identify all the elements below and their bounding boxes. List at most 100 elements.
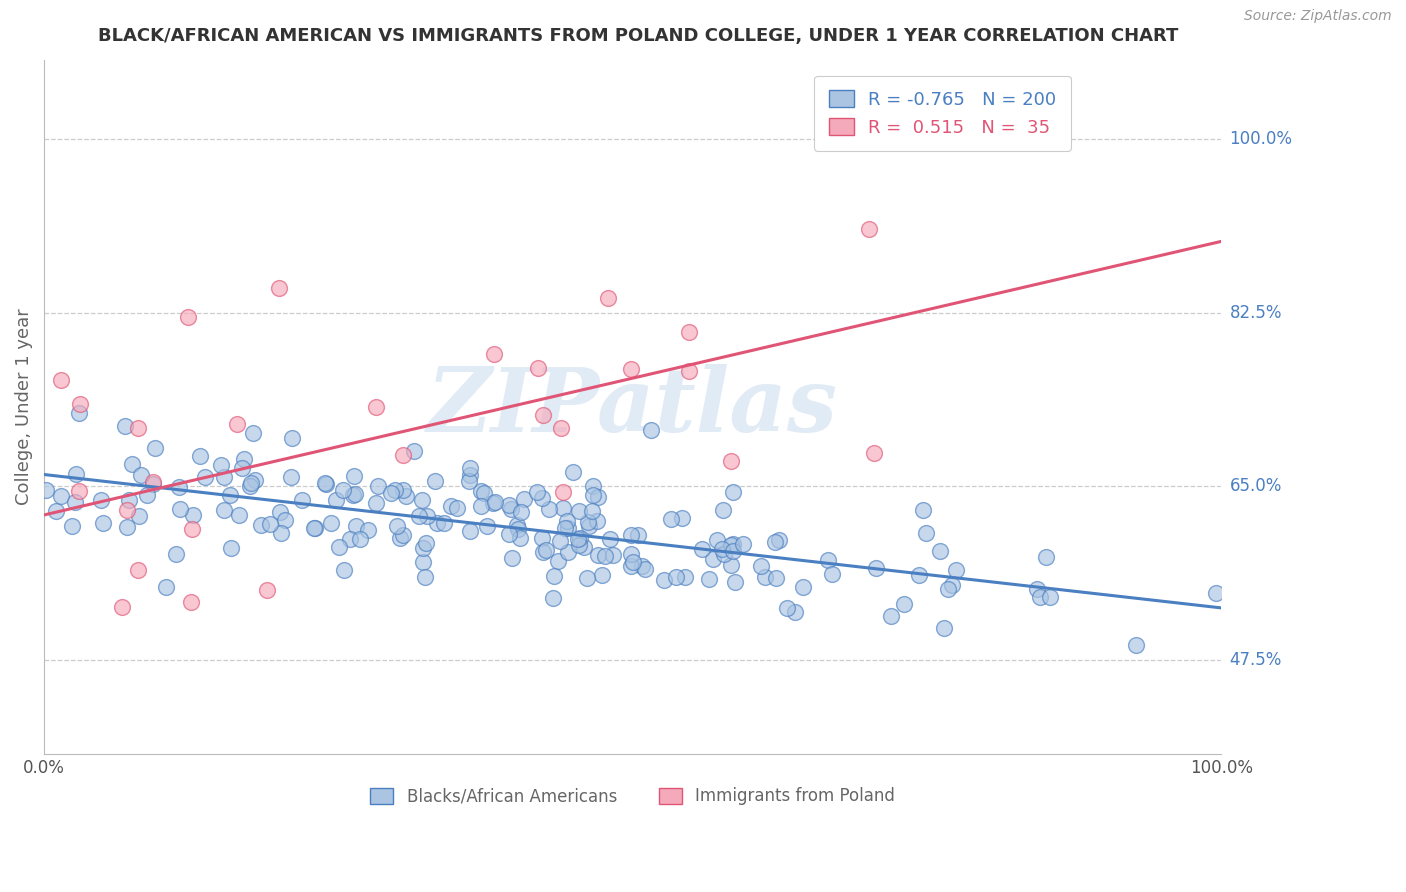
Point [561,465,583,479]
Point [763,535,786,549]
Text: BLACK/AFRICAN AMERICAN VS IMMIGRANTS FROM POLAND COLLEGE, UNDER 1 YEAR CORRELATI: BLACK/AFRICAN AMERICAN VS IMMIGRANTS FRO… [98,27,1178,45]
Point [477,519,499,533]
Point [413,570,436,584]
Point [366,400,388,414]
Point [706,533,728,548]
Point [723,485,745,500]
Point [142,477,165,491]
Point [865,561,887,575]
Text: 47.5%: 47.5% [1230,651,1282,669]
Point [749,559,772,574]
Point [572,540,595,554]
Point [233,451,256,466]
Point [482,347,505,361]
Point [671,511,693,525]
Point [426,516,449,530]
Point [626,528,648,542]
Point [342,488,364,502]
Point [332,563,354,577]
Point [863,446,886,460]
Point [551,500,574,515]
Point [527,361,550,376]
Point [531,491,554,505]
Point [389,532,412,546]
Point [586,490,609,504]
Point [575,571,598,585]
Point [879,608,901,623]
Point [908,568,931,582]
Point [634,562,657,576]
Point [531,545,554,559]
Point [212,469,235,483]
Point [343,469,366,483]
Point [136,488,159,502]
Point [484,494,506,508]
Point [620,527,643,541]
Point [723,537,745,551]
Text: ZIPatlas: ZIPatlas [427,364,838,450]
Point [711,502,734,516]
Point [250,517,273,532]
Point [221,541,243,556]
Point [472,486,495,500]
Point [325,493,347,508]
Point [915,526,938,541]
Point [534,543,557,558]
Point [547,554,569,568]
Point [177,310,200,324]
Point [551,485,574,500]
Point [932,621,955,635]
Point [11,536,34,550]
Point [423,474,446,488]
Point [557,545,579,559]
Point [356,523,378,537]
Point [928,544,950,558]
Point [541,591,564,605]
Point [538,502,561,516]
Point [367,479,389,493]
Point [67,406,90,420]
Point [90,492,112,507]
Point [269,505,291,519]
Point [446,501,468,516]
Point [578,519,600,533]
Point [114,419,136,434]
Point [548,534,571,549]
Point [1281,645,1303,659]
Point [678,325,700,339]
Point [783,605,806,619]
Point [117,503,139,517]
Point [239,479,262,493]
Point [599,532,621,546]
Point [63,495,86,509]
Point [567,533,589,547]
Point [183,508,205,522]
Point [936,582,959,596]
Point [576,515,599,529]
Point [513,491,536,506]
Point [470,483,492,498]
Point [723,544,745,558]
Point [259,517,281,532]
Point [180,595,202,609]
Point [720,454,742,468]
Point [585,514,607,528]
Legend: Blacks/African Americans, Immigrants from Poland: Blacks/African Americans, Immigrants fro… [360,777,905,815]
Point [591,567,613,582]
Point [364,496,387,510]
Point [34,483,56,498]
Point [640,423,662,437]
Point [245,473,267,487]
Point [508,522,530,536]
Point [817,552,839,566]
Point [412,555,434,569]
Point [526,485,548,500]
Point [225,417,247,431]
Point [440,499,463,513]
Point [339,532,361,546]
Point [49,489,72,503]
Point [554,520,576,534]
Point [631,558,654,573]
Point [498,498,520,512]
Point [392,448,415,462]
